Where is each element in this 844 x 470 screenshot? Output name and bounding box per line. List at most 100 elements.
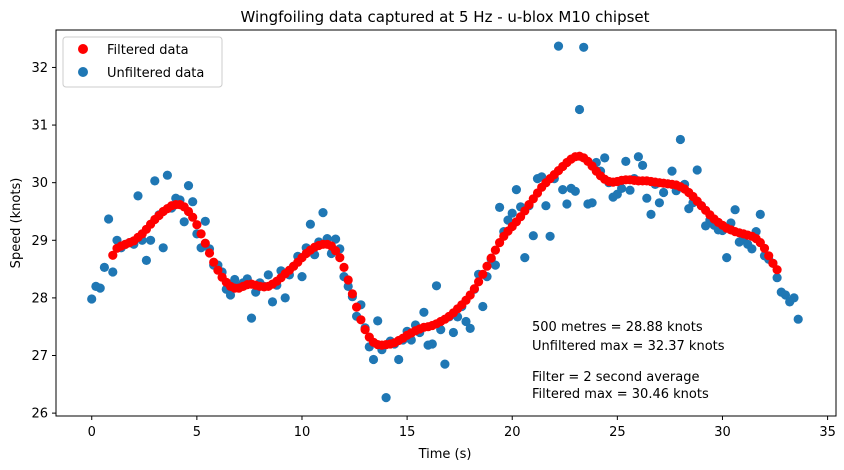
unfiltered-point [780,290,791,300]
unfiltered-point [343,281,353,291]
filtered-point [188,212,198,222]
unfiltered-point [692,165,702,175]
chart-title: Wingfoiling data captured at 5 Hz - u-bl… [240,8,649,26]
filtered-point [209,257,219,267]
unfiltered-point [263,270,273,280]
filtered-point [196,229,206,239]
unfiltered-point [646,209,656,219]
x-tick-label: 25 [609,425,626,440]
unfiltered-point [755,209,765,219]
y-axis-label: Speed (knots) [9,178,24,269]
unfiltered-point [621,156,631,166]
unfiltered-point [461,316,471,327]
legend-marker-unfiltered [78,67,88,77]
unfiltered-point [246,313,257,323]
unfiltered-point [318,208,328,218]
filtered-point [482,261,492,271]
plot-frame [55,29,837,417]
unfiltered-point [730,205,740,215]
annotation-block: 500 metres = 28.88 knots Unfiltered max … [532,320,725,402]
unfiltered-point [511,185,521,195]
unfiltered-point [600,153,610,163]
filtered-point [339,262,349,272]
unfiltered-point [490,260,500,270]
annotation-unfiltered-max: Unfiltered max = 32.37 knots [532,339,725,354]
unfiltered-point [331,234,341,244]
unfiltered-point [638,160,648,170]
y-axis: 26 27 28 29 30 31 32 [31,61,56,422]
filtered-point [764,251,774,261]
unfiltered-point [528,231,538,241]
filtered-point [772,265,782,275]
unfiltered-point [427,339,437,349]
filtered-point [335,253,345,263]
filtered-point [343,275,353,285]
filtered-point [347,289,357,299]
x-tick-label: 20 [504,425,521,440]
x-tick-label: 15 [399,425,416,440]
filtered-point [759,243,770,253]
unfiltered-point [431,281,442,291]
unfiltered-point [183,181,194,191]
y-tick-label: 29 [31,234,48,249]
x-axis-label: Time (s) [418,447,472,462]
filtered-point [213,265,223,275]
filtered-point [469,284,479,294]
unfiltered-point [141,255,151,265]
unfiltered-point [158,243,168,253]
annotation-500m: 500 metres = 28.88 knots [532,320,703,335]
unfiltered-point [297,272,307,282]
unfiltered-point [95,283,105,293]
filtered-point [356,315,366,325]
x-axis: 0 5 10 15 20 25 30 35 [88,416,836,440]
unfiltered-point [789,293,799,303]
unfiltered-point [465,323,475,333]
unfiltered-point [495,202,505,212]
unfiltered-point [541,201,551,211]
unfiltered-point [654,198,665,208]
unfiltered-point [368,354,379,365]
legend-frame [62,36,223,88]
unfiltered-point [507,208,517,218]
unfiltered-point [179,217,189,227]
unfiltered-point [394,354,404,365]
y-tick-label: 28 [31,291,48,306]
unfiltered-point [633,152,644,162]
unfiltered-point [667,166,677,176]
filtered-point [108,250,118,260]
x-tick-label: 30 [714,425,731,440]
unfiltered-point [419,307,429,317]
unfiltered-point [104,214,114,224]
legend: Filtered data Unfiltered data [62,36,223,88]
unfiltered-point [150,176,160,186]
filtered-point [474,277,484,287]
unfiltered-point [440,359,450,369]
unfiltered-point [617,183,627,193]
unfiltered-point [99,262,109,272]
unfiltered-point [520,253,530,263]
unfiltered-point [373,316,383,326]
unfiltered-point [675,134,686,145]
unfiltered-point [722,253,732,263]
unfiltered-point [188,197,198,207]
unfiltered-point [558,185,568,195]
unfiltered-point [570,186,580,196]
filtered-point [204,248,215,258]
unfiltered-point [625,185,635,195]
annotation-filter: Filter = 2 second average [532,370,699,385]
unfiltered-point [225,290,236,300]
filtered-point [360,325,370,335]
unfiltered-point [793,314,803,324]
unfiltered-point [562,199,572,209]
y-tick-label: 26 [31,407,48,422]
unfiltered-point [381,393,391,403]
unfiltered-point [448,327,458,338]
x-tick-label: 0 [88,425,96,440]
y-tick-label: 30 [31,176,48,191]
unfiltered-point [772,273,782,283]
filtered-point [486,253,496,263]
filtered-point [331,246,341,256]
unfiltered-point [659,187,669,198]
legend-label-unfiltered: Unfiltered data [107,66,204,81]
